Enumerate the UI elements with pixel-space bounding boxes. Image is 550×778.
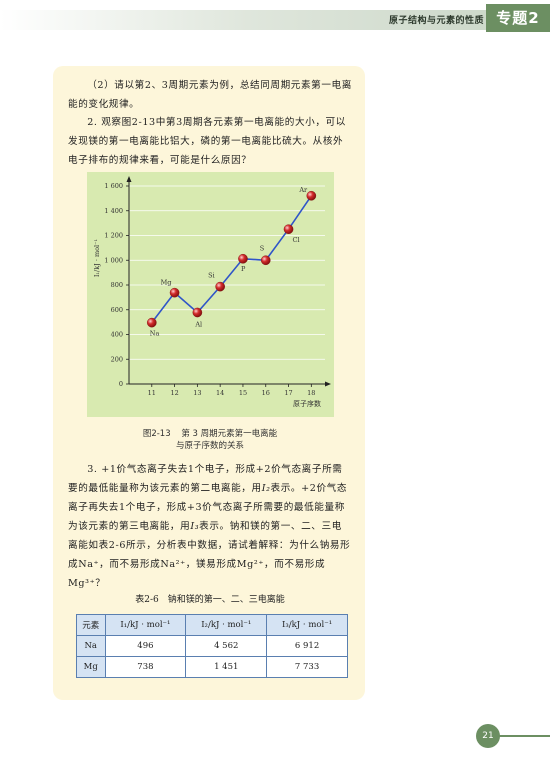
q3-text-3: 表示。钠和镁的第一、二、三电离能如表2-6所示，分析表中数据，请试着解释：为什么… (68, 521, 351, 589)
data-point (169, 287, 180, 298)
point-label: Al (194, 320, 202, 328)
data-point (215, 281, 225, 292)
data-point (146, 317, 157, 328)
cell-element: Mg (76, 656, 106, 678)
figure-caption: 图2-13 第 3 周期元素第一电离能 与原子序数的关系 (110, 428, 310, 452)
y-tick-label: 1 400 (104, 207, 123, 215)
chart-area: 0 200 400 600 800 1 000 1 200 1 400 1 600 11 12 13 1… (87, 172, 334, 417)
point-label: Mg (161, 279, 172, 287)
point-label: Na (150, 330, 160, 338)
page-number: 21 (476, 724, 500, 748)
y-axis-arrow (126, 176, 132, 182)
cell-value: 738 (104, 656, 187, 678)
question-2-1: （2）请以第2、3周期元素为例，总结同周期元素第一电离能的变化规律。 (68, 80, 352, 110)
symbol-i2: I₂ (261, 483, 271, 494)
data-point (192, 307, 203, 318)
footer-line (498, 735, 550, 737)
data-point (260, 255, 271, 266)
header-i2: I₂/kJ · mol⁻¹ (185, 614, 268, 636)
y-tick-label: 400 (111, 331, 123, 339)
data-point (306, 190, 317, 201)
table-title: 表2-6 钠和镁的第一、二、三电离能 (135, 595, 285, 605)
x-tick-label: 16 (262, 389, 270, 397)
question-2: 2. 观察图2-13中第3周期各元素第一电离能的大小，可以发现镁的第一电离能比铝… (68, 117, 346, 166)
y-tick-label: 1 000 (104, 256, 123, 264)
figure-number: 图2-13 (142, 429, 171, 439)
y-tick-label: 200 (111, 355, 123, 363)
running-title: 原子结构与元素的性质 (388, 16, 484, 26)
x-tick-label: 12 (170, 389, 178, 397)
cell-value: 7 733 (266, 656, 348, 678)
x-tick-label: 11 (148, 389, 156, 397)
page-header: 原子结构与元素的性质 专题2 (0, 0, 550, 38)
header-i3: I₃/kJ · mol⁻¹ (266, 614, 348, 636)
header-stripe (0, 10, 550, 30)
q3-text-1: 3. +1价气态离子失去1个电子，形成+2价气态离子所需要的最低能量称为该元素的… (68, 464, 343, 494)
point-label: P (241, 265, 246, 273)
point-label: Ar (298, 186, 308, 194)
point-label: Cl (293, 236, 300, 244)
data-point (238, 253, 248, 264)
figure-title-line2: 与原子序数的关系 (175, 441, 244, 451)
series-line (151, 195, 312, 324)
y-axis-label: I₁/kJ · mol⁻¹ (93, 238, 101, 277)
x-tick-label: 18 (307, 389, 315, 397)
x-axis-arrow (325, 381, 331, 387)
header-i1: I₁/kJ · mol⁻¹ (104, 614, 187, 636)
ionization-table: 元素 I₁/kJ · mol⁻¹ I₂/kJ · mol⁻¹ I₃/kJ · m… (76, 614, 348, 678)
x-tick-label: 15 (239, 389, 247, 397)
x-tick-label: 13 (193, 389, 201, 397)
ionization-energy-chart: 0 200 400 600 800 1 000 1 200 1 400 1 600 11 12 13 1… (93, 176, 331, 408)
cell-element: Na (76, 635, 106, 657)
header-element: 元素 (76, 614, 106, 636)
q3-text-2: 表示。+2价气态离子再失去1个电子，形成+3价气态离子所需要的最低能量称为该元素… (68, 483, 348, 532)
y-tick-label: 0 (119, 380, 123, 388)
table-row: Mg 738 1 451 7 733 (76, 656, 348, 678)
cell-value: 1 451 (185, 656, 268, 678)
point-label: S (260, 244, 264, 252)
data-point (283, 224, 294, 234)
question-3: 3. +1价气态离子失去1个电子，形成+2价气态离子所需要的最低能量称为该元素的… (68, 460, 352, 593)
cell-value: 496 (104, 635, 187, 657)
symbol-i3: I₃ (190, 521, 200, 532)
figure-title-line1: 第 3 周期元素第一电离能 (181, 429, 278, 439)
table-row: Na 496 4 562 6 912 (76, 635, 348, 657)
x-axis-label: 原子序数 (293, 399, 321, 408)
x-tick-label: 17 (284, 389, 292, 397)
y-tick-label: 800 (111, 281, 123, 289)
cell-value: 6 912 (266, 635, 348, 657)
y-tick-label: 1 600 (104, 182, 123, 190)
chapter-badge: 专题2 (486, 4, 550, 32)
y-tick-label: 1 200 (104, 232, 123, 240)
point-label: Si (208, 272, 215, 280)
table-header-row: 元素 I₁/kJ · mol⁻¹ I₂/kJ · mol⁻¹ I₃/kJ · m… (76, 614, 348, 636)
x-tick-label: 14 (216, 389, 224, 397)
y-tick-label: 600 (111, 306, 123, 314)
cell-value: 4 562 (185, 635, 268, 657)
